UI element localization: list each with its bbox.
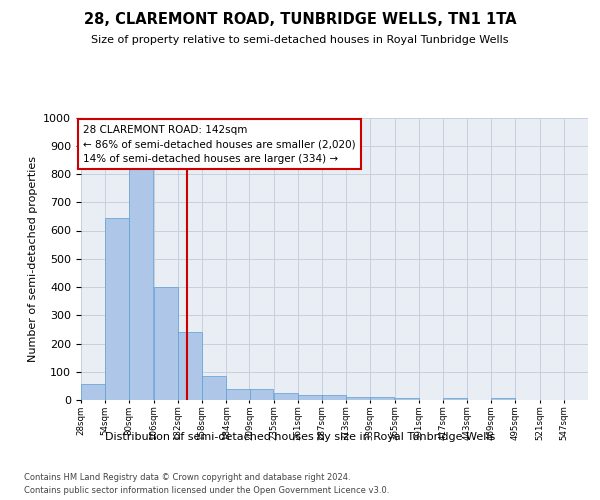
Bar	[178, 332, 202, 400]
Bar	[250, 390, 274, 400]
Bar	[298, 395, 322, 400]
Bar	[370, 397, 394, 400]
Bar	[491, 398, 515, 400]
Bar	[202, 376, 226, 400]
Y-axis label: Number of semi-detached properties: Number of semi-detached properties	[28, 156, 38, 362]
Bar	[322, 395, 346, 400]
Text: Contains HM Land Registry data © Crown copyright and database right 2024.: Contains HM Land Registry data © Crown c…	[24, 472, 350, 482]
Bar	[443, 398, 467, 400]
Text: 28, CLAREMONT ROAD, TUNBRIDGE WELLS, TN1 1TA: 28, CLAREMONT ROAD, TUNBRIDGE WELLS, TN1…	[83, 12, 517, 28]
Bar	[106, 218, 129, 400]
Bar	[226, 388, 250, 400]
Text: Size of property relative to semi-detached houses in Royal Tunbridge Wells: Size of property relative to semi-detach…	[91, 35, 509, 45]
Text: Contains public sector information licensed under the Open Government Licence v3: Contains public sector information licen…	[24, 486, 389, 495]
Text: 28 CLAREMONT ROAD: 142sqm
← 86% of semi-detached houses are smaller (2,020)
14% : 28 CLAREMONT ROAD: 142sqm ← 86% of semi-…	[83, 124, 355, 164]
Bar	[346, 397, 370, 400]
Text: Distribution of semi-detached houses by size in Royal Tunbridge Wells: Distribution of semi-detached houses by …	[105, 432, 495, 442]
Bar	[395, 398, 419, 400]
Bar	[130, 168, 154, 400]
Bar	[154, 287, 178, 400]
Bar	[274, 393, 298, 400]
Bar	[81, 384, 105, 400]
